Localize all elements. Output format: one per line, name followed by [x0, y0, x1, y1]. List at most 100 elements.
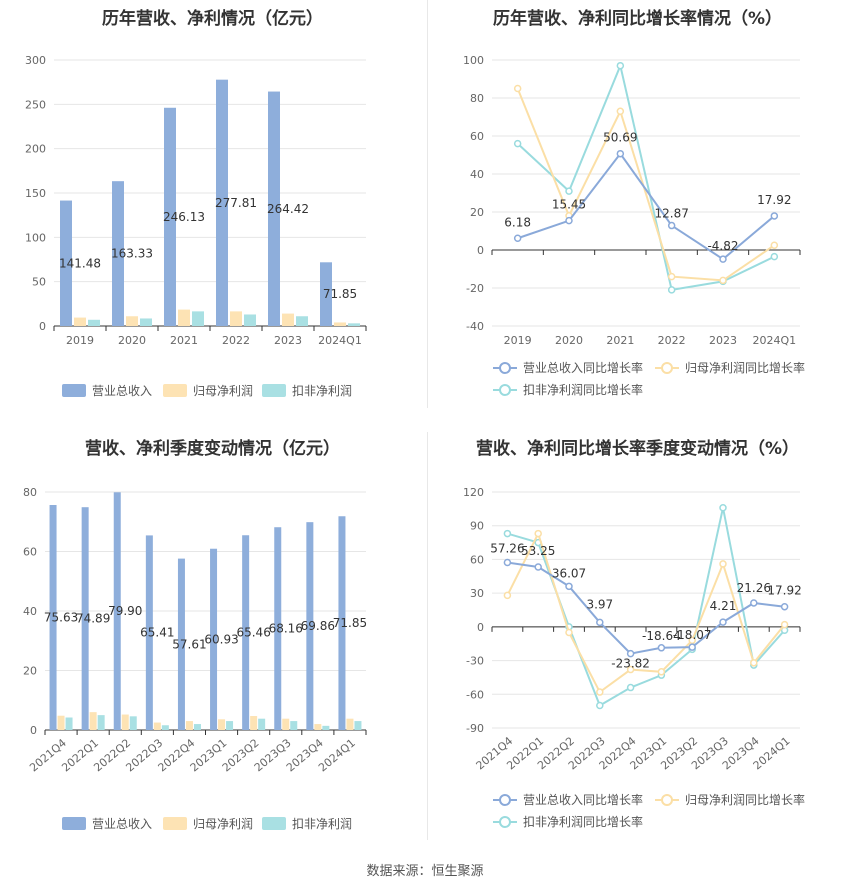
x-tick-label: 2021: [170, 334, 198, 347]
legend-marker: [499, 816, 511, 828]
legend-label: 营业总收入: [92, 817, 152, 831]
data-label: 74.89: [76, 612, 110, 626]
quarterly-growth-panel: 营收、净利同比增长率季度变动情况（%） -90 -60 -30 0 30 60 90 120 2…: [425, 430, 850, 850]
series-point: [503, 591, 512, 600]
bar: [354, 721, 362, 730]
legend-label: 归母净利润同比增长率: [685, 360, 805, 375]
series-line: [507, 507, 786, 707]
bar: [97, 715, 105, 730]
y-tick-label: 90: [470, 520, 484, 533]
x-tick-label: 2024Q1: [318, 334, 362, 347]
series-point: [719, 276, 727, 285]
legend-swatch: [163, 817, 187, 830]
annual-revenue-profit-panel: 历年营收、净利情况（亿元） 0 50 100 150 200 250 300 2019 2020…: [0, 0, 425, 410]
bar: [178, 309, 190, 326]
series-point: [688, 636, 696, 645]
series-point: [565, 187, 573, 195]
legend-marker: [499, 794, 511, 806]
legend-swatch: [62, 817, 86, 830]
legend-label: 营业总收入: [92, 384, 152, 398]
bar: [153, 722, 161, 730]
series-point: [596, 701, 604, 710]
legend-swatch: [163, 384, 187, 397]
series-point: [750, 659, 758, 667]
series-point: [770, 252, 779, 261]
data-label: 65.41: [140, 626, 174, 640]
y-tick-label: 30: [470, 587, 484, 600]
y-tick-label: 0: [39, 320, 46, 333]
series-point: [770, 212, 779, 220]
x-tick-label: 2021: [606, 334, 634, 347]
y-tick-label: 120: [463, 486, 484, 499]
annual-growth-panel: 历年营收、净利同比增长率情况（%） -40 -20 0 20 40 60 80 100 2019…: [425, 0, 850, 410]
series-line: [516, 88, 775, 282]
y-tick-label: -40: [466, 320, 484, 333]
data-label: 141.48: [59, 256, 101, 270]
bar: [74, 317, 86, 326]
x-tick-label: 2024Q1: [316, 736, 358, 774]
bar: [334, 322, 346, 326]
x-tick-label: 2020: [555, 334, 583, 347]
bar: [210, 548, 218, 730]
data-label: 79.90: [108, 604, 142, 618]
data-label: 264.42: [267, 202, 309, 216]
data-label: 3.97: [586, 597, 613, 611]
data-label: 75.63: [44, 611, 78, 625]
bar: [193, 724, 201, 730]
bar: [230, 311, 242, 326]
series-point: [503, 529, 512, 538]
y-tick-label: 80: [470, 92, 484, 105]
data-label: -18.07: [673, 628, 712, 642]
y-tick-label: 40: [23, 605, 37, 618]
series-line: [516, 62, 775, 292]
series-point: [719, 560, 727, 568]
bar: [242, 535, 250, 730]
bar: [322, 725, 330, 730]
legend-label: 扣非净利润: [292, 384, 352, 398]
series-point: [657, 668, 666, 676]
series-line: [507, 561, 785, 655]
bar: [177, 558, 185, 730]
y-tick-label: 0: [477, 621, 484, 634]
vertical-divider-top: [427, 0, 428, 408]
y-tick-label: 100: [463, 54, 484, 67]
series-point: [565, 628, 573, 637]
legend-swatch: [62, 384, 86, 397]
y-tick-label: 20: [23, 665, 37, 678]
data-label: 60.93: [204, 632, 238, 646]
series-point: [667, 221, 676, 230]
y-tick-label: -90: [466, 722, 484, 735]
series-point: [780, 620, 789, 629]
y-tick-label: 60: [23, 546, 37, 559]
series-point: [565, 216, 573, 225]
data-label: 53.25: [521, 544, 555, 558]
legend-marker: [661, 794, 673, 806]
data-label: -23.82: [611, 657, 650, 671]
x-tick-label: 2020: [118, 334, 146, 347]
bar: [49, 505, 57, 730]
legend-label: 营业总收入同比增长率: [523, 360, 643, 375]
bar: [113, 492, 121, 730]
y-tick-label: 40: [470, 168, 484, 181]
bar: [282, 718, 290, 730]
quarterly-revenue-profit-panel: 营收、净利季度变动情况（亿元） 0 20 40 60 80 2021Q4 2022Q1 202…: [0, 430, 425, 850]
series-point: [626, 683, 635, 692]
series-point: [596, 688, 604, 696]
y-tick-label: 20: [470, 206, 484, 219]
bar: [348, 323, 360, 326]
data-label: 68.16: [269, 622, 303, 636]
series-point: [513, 234, 522, 243]
bar: [346, 718, 354, 730]
series-point: [750, 599, 758, 607]
bar: [216, 79, 228, 326]
x-tick-label: 2019: [504, 334, 532, 347]
y-tick-label: -60: [466, 688, 484, 701]
y-tick-label: 150: [25, 187, 46, 200]
annual-growth-chart: -40 -20 0 20 40 60 80 100 2019 2020 2021 2022 2023 20…: [463, 54, 805, 397]
bar: [274, 527, 282, 730]
y-tick-label: 300: [25, 54, 46, 67]
series-line: [517, 152, 775, 261]
annual-revenue-profit-chart: 0 50 100 150 200 250 300 2019 2020 2021 2022 2023 20…: [25, 54, 367, 398]
bar: [258, 718, 266, 730]
chart-title: 历年营收、净利同比增长率情况（%）: [492, 9, 783, 29]
